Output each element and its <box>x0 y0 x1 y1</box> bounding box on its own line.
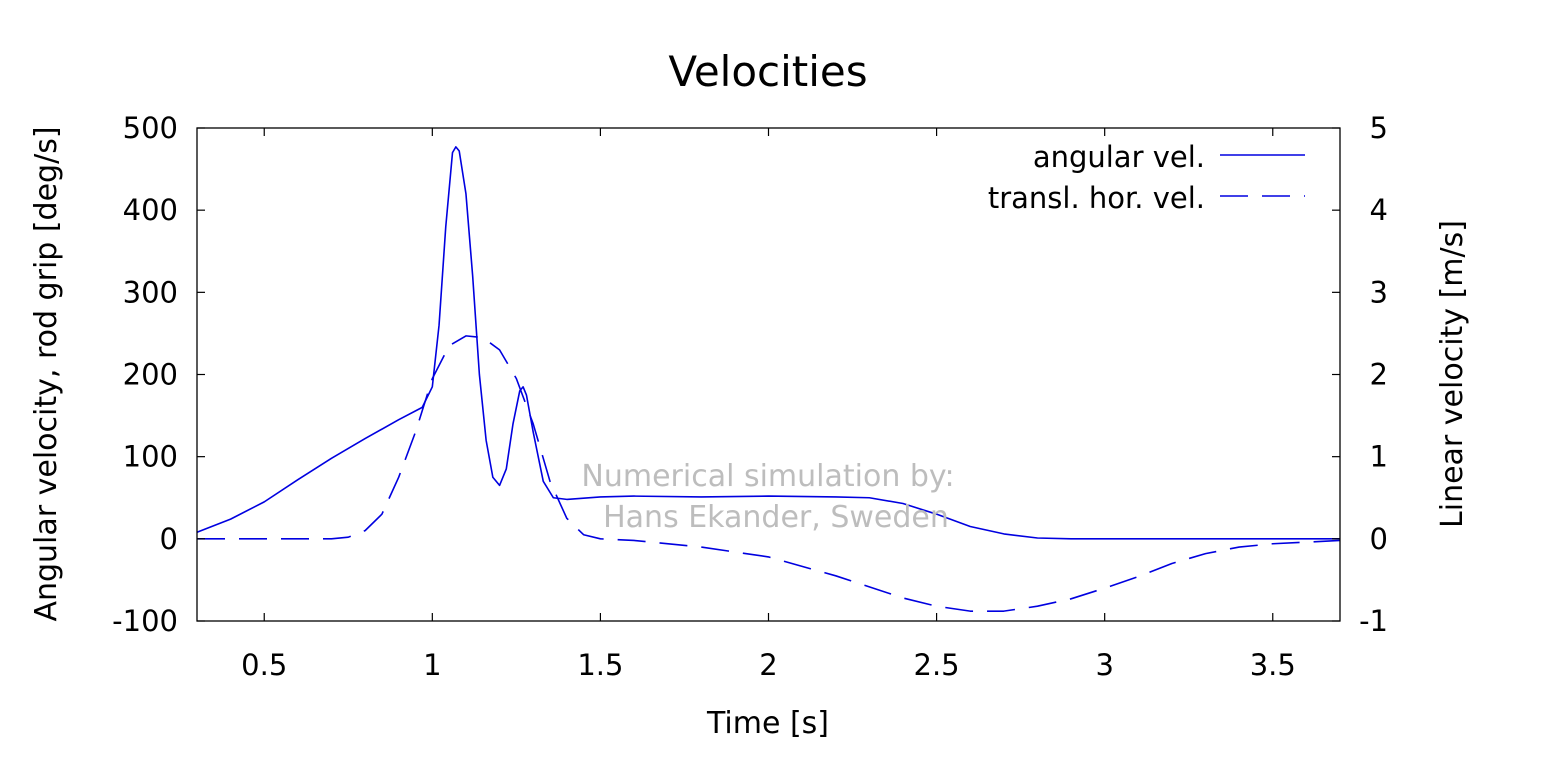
y-tick-label-left: 500 <box>123 111 178 145</box>
axis-ticks: 0.5 1 1.5 2 2.5 3 3.5 -100 0 100 200 300 400 500 -1 0 1 2… <box>112 111 1388 682</box>
x-tick-label: 2 <box>759 648 777 682</box>
y-tick-label-right: -1 <box>1359 604 1388 638</box>
legend: angular vel. transl. hor. vel. <box>988 140 1305 215</box>
x-tick-label: 3.5 <box>1250 648 1296 682</box>
watermark-line-1: Numerical simulation by: <box>581 459 954 494</box>
y-tick-label-right: 3 <box>1370 275 1388 309</box>
y-tick-label-left: 200 <box>123 358 178 392</box>
legend-label-translational: transl. hor. vel. <box>988 181 1205 215</box>
y-tick-label-right: 2 <box>1370 358 1388 392</box>
x-axis-label: Time [s] <box>706 706 829 741</box>
y-tick-label-right: 1 <box>1370 440 1388 474</box>
y-tick-label-right: 4 <box>1370 193 1388 227</box>
x-tick-label: 1.5 <box>577 648 623 682</box>
chart-title: Velocities <box>668 47 867 96</box>
y-tick-label-right: 0 <box>1370 522 1388 556</box>
x-tick-label: 2.5 <box>914 648 960 682</box>
watermark-line-2: Hans Ekander, Sweden <box>603 500 949 535</box>
watermark: Numerical simulation by: Hans Ekander, S… <box>581 459 954 535</box>
y-tick-label-left: 100 <box>123 440 178 474</box>
y-tick-label-left: 400 <box>123 193 178 227</box>
y-axis-label-left: Angular velocity, rod grip [deg/s] <box>29 126 64 621</box>
legend-label-angular: angular vel. <box>1033 140 1205 174</box>
series-line-translational-velocity <box>197 335 1341 612</box>
x-tick-label: 0.5 <box>241 648 287 682</box>
y-axis-label-right: Linear velocity [m/s] <box>1435 220 1470 528</box>
x-tick-label: 3 <box>1095 648 1113 682</box>
x-tick-label: 1 <box>423 648 441 682</box>
y-tick-label-left: 0 <box>160 522 178 556</box>
y-tick-label-left: 300 <box>123 275 178 309</box>
y-tick-label-left: -100 <box>112 604 178 638</box>
y-tick-label-right: 5 <box>1370 111 1388 145</box>
